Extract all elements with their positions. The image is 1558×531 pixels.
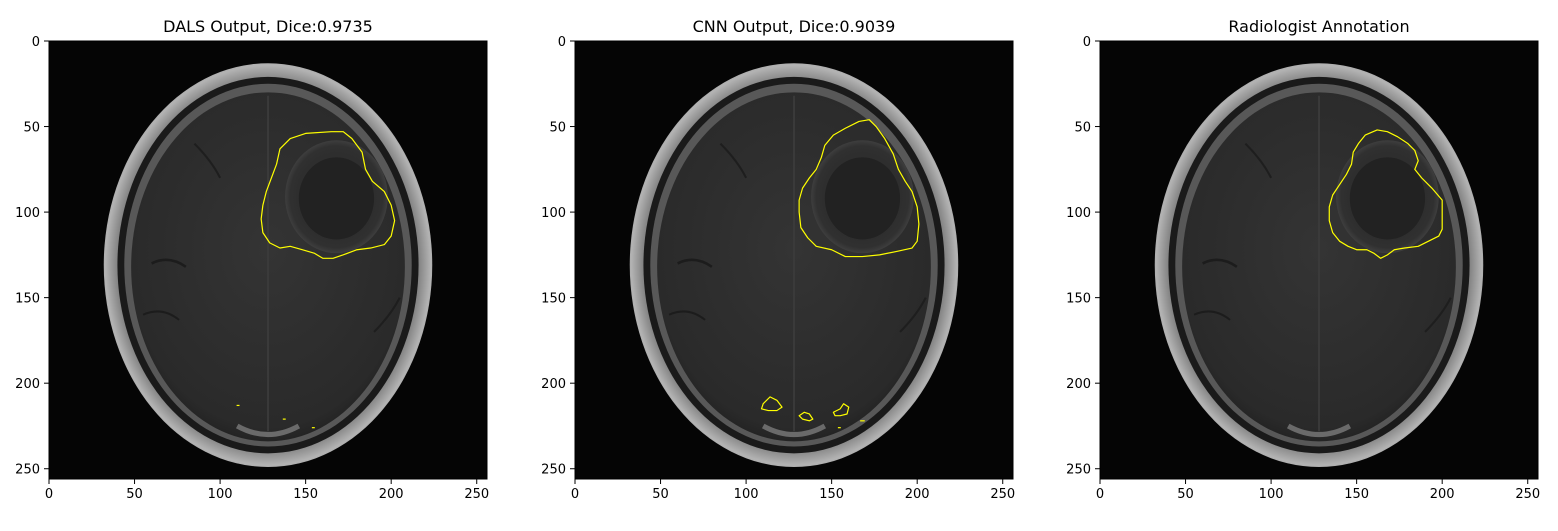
y-tick-label: 250 [541, 463, 566, 478]
y-tick-label: 200 [541, 377, 566, 392]
y-tick-label: 0 [558, 35, 566, 50]
image-panel: Radiologist Annotation 0 50 100 150 200 250 0 50… [1066, 17, 1540, 502]
x-tick-label: 100 [208, 487, 233, 502]
y-tick-label: 150 [541, 292, 566, 307]
y-tick-label: 150 [15, 292, 40, 307]
segmentation-contour [760, 119, 920, 429]
mri-image [49, 41, 487, 479]
y-tick-label: 200 [1066, 377, 1091, 392]
y-tick-label: 200 [15, 377, 40, 392]
contour-path [798, 411, 814, 422]
x-tick-label: 0 [571, 487, 579, 502]
x-tick-label: 0 [45, 487, 53, 502]
x-tick-label: 50 [1177, 487, 1194, 502]
y-tick-label: 150 [1066, 292, 1091, 307]
x-tick-label: 200 [1430, 487, 1455, 502]
image-panel: CNN Output, Dice:0.9039 0 50 100 150 200 250 0 5… [541, 17, 1015, 502]
contour-path [798, 119, 920, 258]
y-tick-label: 50 [1074, 121, 1091, 136]
x-tick-label: 0 [1096, 487, 1104, 502]
x-tick-label: 250 [990, 487, 1015, 502]
x-tick-label: 200 [905, 487, 930, 502]
y-tick-label: 100 [15, 206, 40, 221]
x-tick-label: 50 [126, 487, 143, 502]
contour-path [260, 131, 396, 259]
axes-frame [574, 40, 1014, 480]
y-tick-label: 50 [549, 121, 566, 136]
panel-title: CNN Output, Dice:0.9039 [693, 17, 896, 36]
y-tick-label: 100 [1066, 206, 1091, 221]
y-tick-label: 0 [1083, 35, 1091, 50]
axes-frame [48, 40, 488, 480]
x-tick-label: 250 [1515, 487, 1540, 502]
panel-title: Radiologist Annotation [1228, 17, 1409, 36]
contour-path [1328, 129, 1443, 259]
panel-title: DALS Output, Dice:0.9735 [163, 17, 373, 36]
contour-path [760, 396, 783, 412]
segmentation-contour [236, 131, 396, 429]
image-panel: DALS Output, Dice:0.9735 0 50 100 150 200 250 0… [15, 17, 489, 502]
x-tick-label: 50 [652, 487, 669, 502]
contour-path [832, 403, 850, 417]
x-tick-label: 250 [464, 487, 489, 502]
mri-image [575, 41, 1013, 479]
x-tick-label: 200 [379, 487, 404, 502]
x-tick-label: 150 [293, 487, 318, 502]
y-tick-label: 50 [23, 121, 40, 136]
x-tick-label: 100 [734, 487, 759, 502]
y-tick-label: 0 [32, 35, 40, 50]
x-tick-label: 100 [1259, 487, 1284, 502]
y-tick-label: 250 [1066, 463, 1091, 478]
y-tick-label: 100 [541, 206, 566, 221]
x-tick-label: 150 [1344, 487, 1369, 502]
axes-frame [1099, 40, 1539, 480]
x-tick-label: 150 [819, 487, 844, 502]
y-tick-label: 250 [15, 463, 40, 478]
mri-image [1100, 41, 1538, 479]
segmentation-contour [1328, 129, 1443, 259]
